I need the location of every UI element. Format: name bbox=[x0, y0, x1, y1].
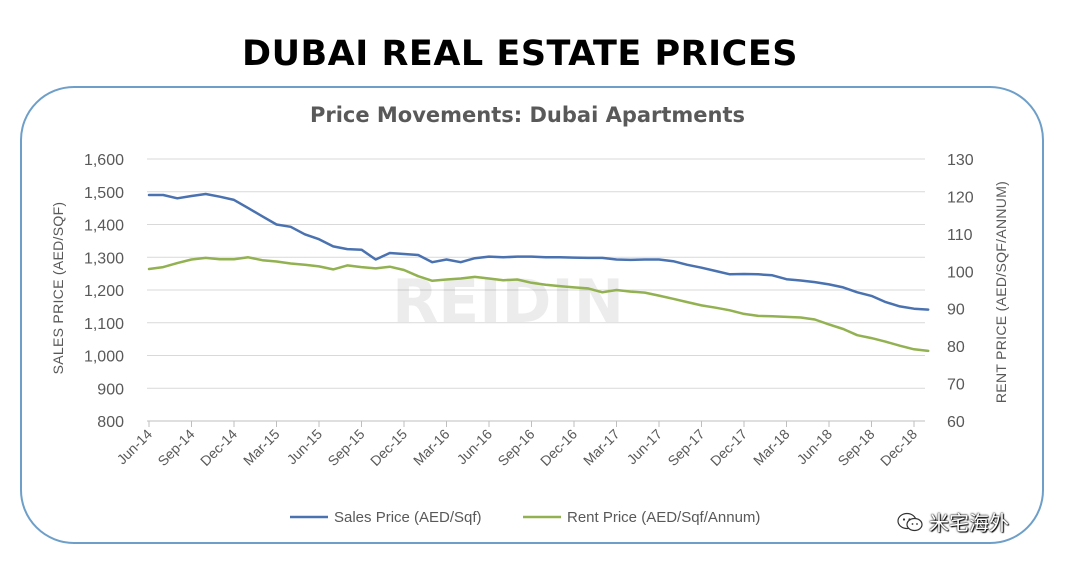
x-tick-label: Sep-15 bbox=[324, 426, 367, 469]
y-right-tick-label: 130 bbox=[947, 152, 974, 169]
x-tick-label: Sep-17 bbox=[664, 426, 707, 469]
watermark-text: 米宅海外 bbox=[929, 511, 1009, 535]
wechat-icon bbox=[897, 512, 923, 531]
svg-text:REIDIN: REIDIN bbox=[392, 267, 624, 337]
x-tick-label: Sep-16 bbox=[494, 426, 537, 469]
page-title: DUBAI REAL ESTATE PRICES bbox=[242, 34, 798, 74]
series-line bbox=[147, 192, 930, 311]
y-axis-left: 800 900 1,000 1,100 1,200 1,300 1,400 1,500 1,60… bbox=[84, 152, 124, 431]
x-tick-label: Jun-14 bbox=[114, 426, 156, 468]
y-left-tick-label: 1,100 bbox=[84, 316, 124, 333]
x-tick-label: Jun-18 bbox=[794, 426, 836, 468]
y-left-tick-label: 1,500 bbox=[84, 185, 124, 202]
y-axis-right: 60 70 80 90 100 110 120 130 bbox=[947, 152, 974, 431]
x-tick-label: Jun-15 bbox=[284, 426, 326, 468]
y-left-tick-label: 1,300 bbox=[84, 250, 124, 267]
y-left-tick-label: 1,000 bbox=[84, 349, 124, 366]
y-left-tick-label: 1,200 bbox=[84, 283, 124, 300]
y-right-tick-label: 120 bbox=[947, 189, 974, 206]
chart-panel bbox=[20, 86, 1044, 544]
legend-label: Rent Price (AED/Sqf/Annum) bbox=[567, 509, 760, 526]
x-tick-label: Mar-17 bbox=[580, 426, 623, 469]
x-tick-label: Sep-18 bbox=[834, 426, 877, 469]
series-line bbox=[147, 256, 930, 353]
y-left-tick-label: 1,600 bbox=[84, 152, 124, 169]
y-right-tick-label: 110 bbox=[947, 227, 973, 244]
y-axis-right-label: RENT PRICE (AED/SQF/ANNUM) bbox=[993, 181, 1009, 403]
y-left-tick-label: 900 bbox=[97, 381, 124, 398]
y-left-tick-label: 1,400 bbox=[84, 218, 124, 235]
x-tick-label: Sep-14 bbox=[154, 426, 197, 469]
reidin-logo-watermark: REIDIN bbox=[392, 267, 624, 337]
x-tick-label: Dec-15 bbox=[367, 426, 410, 469]
x-tick-label: Mar-16 bbox=[410, 426, 453, 469]
legend-label: Sales Price (AED/Sqf) bbox=[334, 509, 482, 526]
y-right-tick-label: 80 bbox=[947, 339, 965, 356]
x-tick-label: Jun-16 bbox=[454, 426, 496, 468]
series-lines bbox=[147, 192, 930, 353]
x-axis: Jun-14 Sep-14 Dec-14 Mar-15 Jun-15 Sep-15 Dec-… bbox=[114, 421, 920, 469]
wechat-watermark: 米宅海外 bbox=[897, 507, 1009, 536]
x-tick-label: Mar-18 bbox=[750, 426, 793, 469]
y-right-tick-label: 90 bbox=[947, 302, 965, 319]
y-right-tick-label: 60 bbox=[947, 414, 965, 431]
legend: Sales Price (AED/Sqf) Rent Price (AED/Sqf… bbox=[290, 509, 760, 526]
chart-title: Price Movements: Dubai Apartments bbox=[309, 103, 746, 127]
y-axis-left-label: SALES PRICE (AED/SQF) bbox=[50, 202, 66, 375]
x-tick-label: Mar-15 bbox=[240, 426, 283, 469]
y-right-tick-label: 100 bbox=[947, 264, 974, 281]
y-left-tick-label: 800 bbox=[97, 414, 124, 431]
x-tick-label: Dec-16 bbox=[537, 426, 580, 469]
x-tick-label: Dec-17 bbox=[707, 426, 750, 469]
x-tick-label: Dec-18 bbox=[877, 426, 920, 469]
x-tick-label: Jun-17 bbox=[624, 426, 666, 468]
y-right-tick-label: 70 bbox=[947, 377, 965, 394]
x-tick-label: Dec-14 bbox=[197, 426, 240, 469]
